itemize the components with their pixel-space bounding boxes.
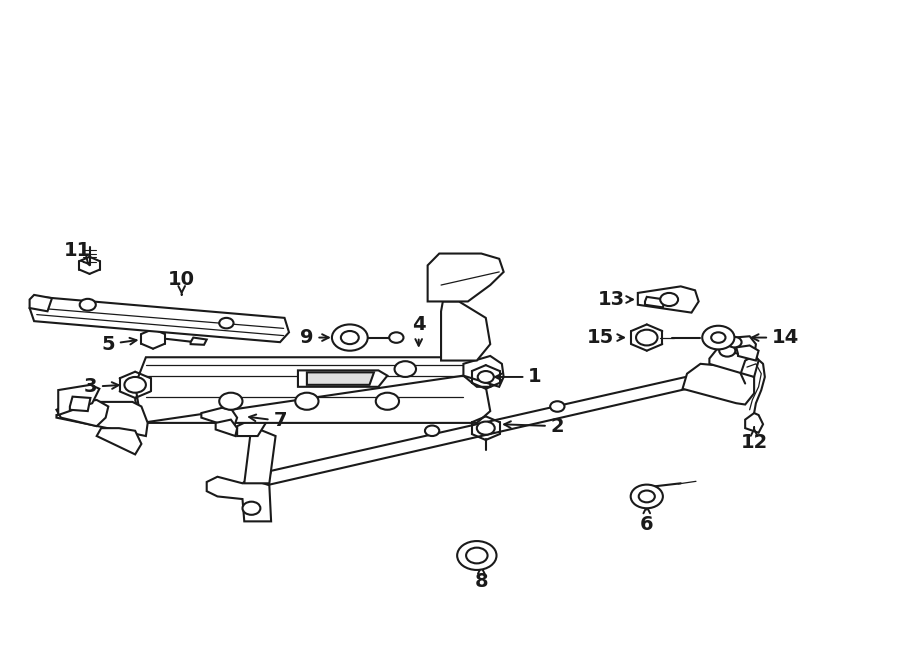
- Polygon shape: [30, 295, 52, 311]
- Text: 15: 15: [587, 328, 624, 347]
- Polygon shape: [216, 420, 237, 436]
- Text: 3: 3: [84, 377, 119, 397]
- Text: 14: 14: [752, 328, 799, 347]
- Text: 5: 5: [102, 334, 137, 354]
- Circle shape: [661, 293, 678, 306]
- Polygon shape: [70, 397, 90, 411]
- Polygon shape: [57, 400, 108, 426]
- Polygon shape: [57, 402, 148, 436]
- Polygon shape: [135, 375, 490, 423]
- Polygon shape: [718, 336, 756, 357]
- Polygon shape: [237, 418, 266, 436]
- Circle shape: [466, 547, 488, 563]
- Circle shape: [727, 337, 742, 348]
- Text: 2: 2: [504, 416, 564, 436]
- Polygon shape: [464, 356, 504, 387]
- Circle shape: [478, 371, 494, 383]
- Polygon shape: [58, 385, 99, 415]
- Text: 10: 10: [168, 270, 195, 295]
- Circle shape: [220, 318, 233, 328]
- Circle shape: [631, 485, 663, 508]
- Text: 13: 13: [598, 290, 633, 309]
- Circle shape: [702, 326, 734, 350]
- Circle shape: [394, 361, 416, 377]
- Text: 8: 8: [474, 566, 488, 591]
- Polygon shape: [96, 428, 141, 454]
- Polygon shape: [638, 287, 698, 312]
- Polygon shape: [298, 370, 387, 387]
- Text: 11: 11: [63, 242, 91, 265]
- Circle shape: [376, 393, 399, 410]
- Circle shape: [550, 401, 564, 412]
- Polygon shape: [207, 477, 271, 522]
- Circle shape: [242, 502, 260, 515]
- Circle shape: [220, 393, 242, 410]
- Text: 6: 6: [640, 506, 653, 534]
- Circle shape: [124, 377, 146, 393]
- Circle shape: [80, 299, 95, 310]
- Circle shape: [711, 332, 725, 343]
- Circle shape: [639, 491, 655, 502]
- Polygon shape: [645, 297, 665, 307]
- Polygon shape: [244, 426, 275, 483]
- Polygon shape: [736, 346, 759, 361]
- Circle shape: [295, 393, 319, 410]
- Polygon shape: [307, 372, 374, 385]
- Circle shape: [719, 345, 735, 357]
- Polygon shape: [441, 301, 491, 361]
- Polygon shape: [428, 254, 504, 301]
- Polygon shape: [135, 357, 490, 423]
- Text: 1: 1: [495, 367, 542, 387]
- Circle shape: [477, 422, 495, 435]
- Polygon shape: [202, 408, 237, 428]
- Circle shape: [341, 331, 359, 344]
- Polygon shape: [266, 375, 691, 485]
- Text: 9: 9: [300, 328, 328, 347]
- Circle shape: [457, 541, 497, 570]
- Text: 4: 4: [412, 315, 426, 346]
- Polygon shape: [682, 364, 754, 404]
- Polygon shape: [745, 413, 763, 433]
- Circle shape: [332, 324, 368, 351]
- Polygon shape: [709, 346, 759, 377]
- Circle shape: [425, 426, 439, 436]
- Polygon shape: [191, 338, 207, 345]
- Text: 12: 12: [741, 428, 768, 452]
- Text: 7: 7: [249, 411, 287, 430]
- Circle shape: [636, 330, 658, 346]
- Circle shape: [389, 332, 403, 343]
- Polygon shape: [30, 297, 289, 342]
